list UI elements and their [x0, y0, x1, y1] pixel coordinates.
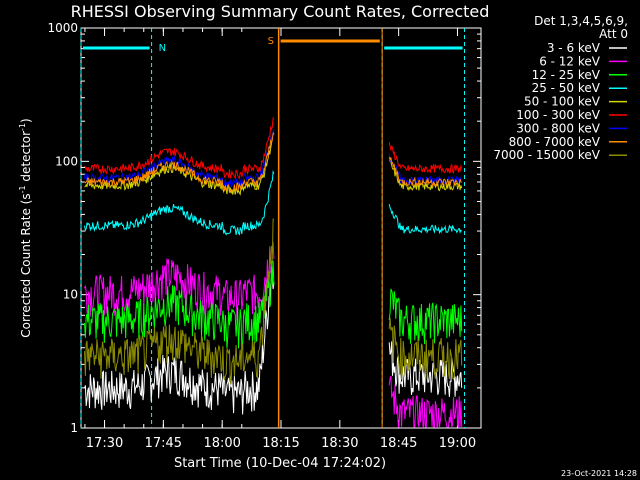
- legend-entry-label: 7000 - 15000 keV: [493, 148, 600, 162]
- y-tick-label: 1: [70, 421, 78, 435]
- legend-entry-label: 25 - 50 keV: [532, 81, 601, 95]
- x-axis-label: Start Time (10-Dec-04 17:24:02): [174, 456, 386, 471]
- series-line-1: [84, 241, 463, 429]
- y-axis-label: Corrected Count Rate (s-1 detector-1): [18, 118, 33, 337]
- footer-timestamp: 23-Oct-2021 14:28: [561, 469, 637, 478]
- x-tick-label: 17:45: [145, 436, 182, 451]
- y-tick-label: 1000: [47, 21, 78, 35]
- series-line-7: [84, 132, 462, 193]
- x-tick-label: 18:30: [321, 436, 358, 451]
- legend-entry-label: 50 - 100 keV: [524, 95, 601, 109]
- chart-title: RHESSI Observing Summary Count Rates, Co…: [71, 2, 490, 21]
- y-tick-label: 100: [55, 154, 78, 168]
- y-tick-label: 10: [63, 288, 78, 302]
- x-tick-label: 18:00: [203, 436, 240, 451]
- series-line-5: [84, 117, 463, 180]
- legend-entry-label: 6 - 12 keV: [539, 54, 601, 68]
- annotations: NS: [80, 28, 466, 428]
- legend-entry-label: 12 - 25 keV: [532, 68, 601, 82]
- x-tick-label: 17:30: [86, 436, 123, 451]
- x-tick-label: 19:00: [439, 436, 476, 451]
- legend-header-line: Det 1,3,4,5,6,9,: [534, 14, 628, 28]
- y-axis-label-exp1: -1: [18, 185, 27, 193]
- x-axis: 17:30 17:45 18:00 18:15 18:30 18:45 19:00: [84, 28, 476, 451]
- legend-entry-label: 300 - 800 keV: [516, 121, 600, 135]
- legend-entry-label: 3 - 6 keV: [547, 41, 601, 55]
- legend-header-line: Att 0: [599, 27, 628, 41]
- x-tick-label: 18:15: [262, 436, 299, 451]
- legend-entry-label: 100 - 300 keV: [516, 108, 600, 122]
- saa-label: S: [268, 36, 274, 47]
- legend-entry-label: 800 - 7000 keV: [509, 135, 601, 149]
- y-axis-label-part3: ): [19, 118, 33, 123]
- y-axis-label-part2: detector: [19, 131, 33, 186]
- y-axis-label-part1: Corrected Count Rate (s: [19, 193, 33, 337]
- series-line-8: [84, 218, 463, 385]
- night-label: N: [159, 43, 166, 54]
- y-axis: 1 10 100 1000: [47, 21, 481, 435]
- series-line-3: [84, 169, 463, 236]
- x-tick-label: 18:45: [380, 436, 417, 451]
- series-group: [84, 117, 463, 429]
- y-axis-label-exp2: -1: [18, 123, 27, 131]
